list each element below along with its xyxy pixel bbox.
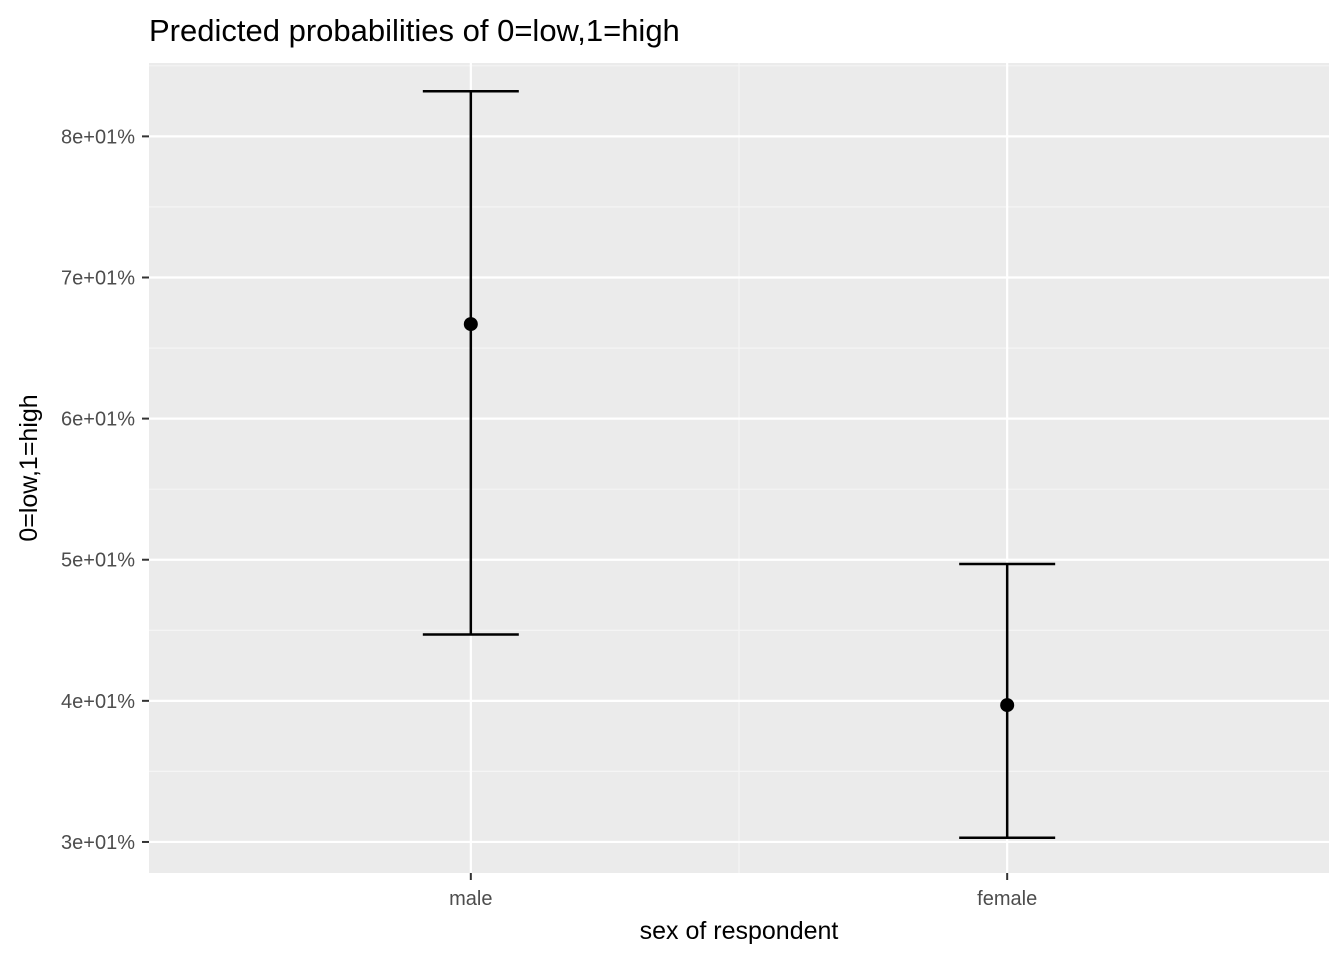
x-tick-label: male <box>449 888 492 910</box>
error-bar-male <box>422 89 519 636</box>
y-tick-label: 7e+01% <box>61 267 135 289</box>
y-tick-label: 8e+01% <box>61 126 135 148</box>
grid-minor-lines <box>149 63 1329 873</box>
data-point <box>1000 698 1015 713</box>
y-tick-label: 5e+01% <box>61 550 135 572</box>
x-tick-label: female <box>977 888 1037 910</box>
y-axis: 3e+01% 4e+01% 5e+01% 6e+01% 7e+01% 8e+01% <box>61 126 149 854</box>
error-bar-female <box>959 562 1056 839</box>
data-point <box>463 317 478 332</box>
y-tick-label: 4e+01% <box>61 691 135 713</box>
error-bars <box>422 89 1056 839</box>
y-tick-label: 6e+01% <box>61 409 135 431</box>
y-tick-label: 3e+01% <box>61 832 135 854</box>
chart-title: Predicted probabilities of 0=low,1=high <box>149 13 680 48</box>
x-axis-title: sex of respondent <box>640 917 839 945</box>
x-axis: male female <box>449 873 1037 910</box>
y-axis-title: 0=low,1=high <box>15 394 43 541</box>
